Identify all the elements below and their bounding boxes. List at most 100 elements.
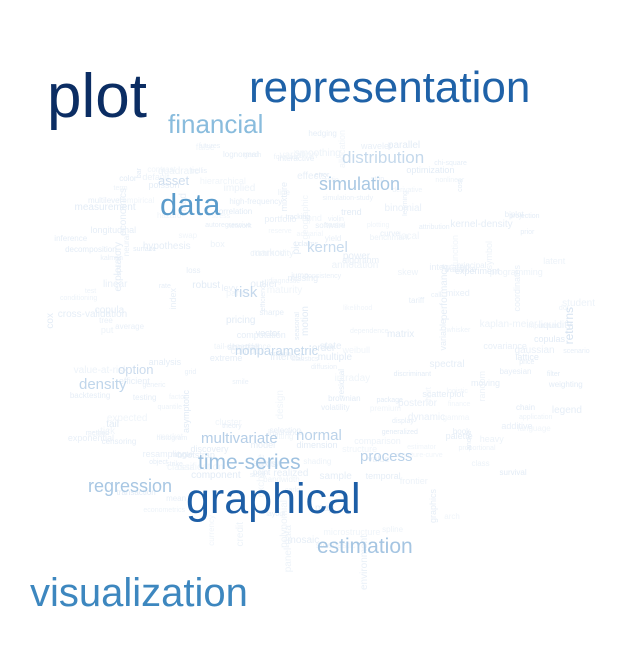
background-word: skew <box>397 266 419 277</box>
background-word: resampling <box>142 449 187 460</box>
background-word: tick <box>100 426 116 438</box>
word-representation: representation <box>249 63 531 112</box>
background-word: violin <box>327 215 344 223</box>
background-word: inference <box>54 234 88 244</box>
background-word: lognormal <box>223 150 259 160</box>
background-word: cost <box>457 178 465 192</box>
background-word: forecast <box>273 153 299 161</box>
background-word: reserve <box>268 227 292 235</box>
background-word: smoothing <box>294 147 341 159</box>
background-word: variation <box>279 149 318 161</box>
background-word: economics <box>118 188 130 237</box>
word-simulation: simulation <box>319 174 401 194</box>
background-word: parallel <box>387 139 421 151</box>
background-word: term <box>113 185 128 193</box>
background-word: analysis <box>148 357 182 368</box>
word-kernel: kernel <box>307 239 348 256</box>
background-word: classification <box>167 462 224 474</box>
background-word: gaussian <box>514 344 555 356</box>
background-word: student <box>562 297 595 309</box>
background-word: tree <box>99 315 113 325</box>
background-word: application <box>518 413 553 421</box>
background-word: stochastic <box>315 539 356 550</box>
background-word: intraday <box>334 372 371 384</box>
background-word: interactive <box>277 153 315 163</box>
background-word: transaction <box>116 488 156 498</box>
word-data: data <box>160 187 221 222</box>
background-word: beta <box>177 461 195 472</box>
background-word: fitting <box>274 431 294 441</box>
background-word: discovery <box>190 444 229 455</box>
background-word: comparison <box>354 435 401 446</box>
background-word: network <box>227 222 252 230</box>
background-word: quantile <box>157 403 183 411</box>
background-word: object <box>149 458 168 466</box>
word-option: option <box>118 362 154 377</box>
background-word: kalman <box>100 255 123 263</box>
background-word: effects <box>297 171 327 183</box>
background-word: point <box>252 468 271 478</box>
background-word: filter <box>546 371 561 379</box>
background-word: efficient <box>118 375 150 386</box>
background-word: tariff <box>408 296 425 306</box>
background-word: language <box>517 424 551 434</box>
background-word: dynamic <box>407 412 446 424</box>
background-word: contrast <box>147 164 176 174</box>
background-word: stress <box>211 213 231 221</box>
background-word: color <box>119 174 137 184</box>
background-word: statistics <box>291 356 319 364</box>
background-word: autoregressive <box>205 221 251 229</box>
background-word: mean <box>166 494 187 504</box>
background-word: survey <box>253 457 280 468</box>
word-risk: risk <box>234 284 258 301</box>
background-word: copula <box>94 305 125 317</box>
background-word: finance <box>447 400 471 408</box>
background-word: box <box>210 238 225 249</box>
word-asset: asset <box>158 173 190 188</box>
background-word: garch <box>243 152 262 160</box>
background-word: computation <box>236 329 286 340</box>
background-word: hierarchical <box>199 176 246 187</box>
background-word: curve <box>380 229 400 239</box>
background-word: multiple <box>317 352 353 364</box>
background-word: dot <box>558 305 569 313</box>
background-word: levy <box>221 283 238 294</box>
background-word: prior <box>520 228 535 236</box>
word-density: density <box>79 376 127 393</box>
background-word: missing <box>287 272 319 283</box>
background-word: neural <box>122 233 132 256</box>
background-word: book <box>452 426 471 436</box>
background-word: estimator <box>407 444 436 452</box>
background-word: motion <box>299 305 311 336</box>
background-word: robust <box>192 280 221 292</box>
background-word: diagnostic <box>268 278 300 286</box>
background-word: false <box>195 142 215 153</box>
background-word: premium <box>369 404 402 414</box>
background-word: experiment <box>455 265 500 276</box>
background-word: microstructure <box>323 526 381 537</box>
background-word: exponential <box>67 433 114 444</box>
background-word: cox <box>45 312 57 329</box>
background-word: test <box>84 288 97 296</box>
background-word: rate <box>158 282 171 290</box>
word-regression: regression <box>88 476 173 496</box>
background-word: empirical <box>122 196 155 206</box>
word-financial: financial <box>168 109 264 139</box>
background-word: covariance <box>483 340 527 351</box>
background-word: model <box>250 440 276 451</box>
background-word: layout <box>266 510 286 518</box>
background-word: bootstrap <box>177 449 215 460</box>
word-nonparametric: nonparametric <box>235 343 319 358</box>
background-word: backtesting <box>69 391 111 401</box>
background-word: hedging <box>308 129 337 139</box>
background-word: price <box>519 359 535 367</box>
background-word: weighting <box>548 379 583 389</box>
background-word: variable <box>438 319 449 351</box>
background-word: asymptotic <box>180 389 191 433</box>
background-word: local <box>398 231 420 243</box>
background-word: benchmark <box>369 232 410 242</box>
background-word: put <box>100 324 114 335</box>
background-word: state <box>319 341 342 353</box>
background-word: value <box>368 453 390 464</box>
background-word: testing <box>132 392 157 402</box>
